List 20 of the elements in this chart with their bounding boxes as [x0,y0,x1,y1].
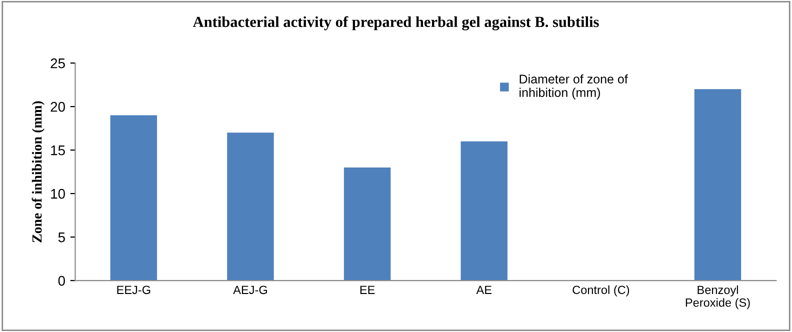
x-tick-label: EEJ-G [117,286,150,294]
y-tick-label: 10 [51,188,65,199]
bar [460,141,508,281]
y-tick-label: 20 [50,102,65,112]
x-tick-label: AE [476,286,492,294]
bar [227,132,274,281]
bar [694,89,742,281]
x-tick-label: Control (C) [572,285,630,296]
bar [110,115,158,281]
legend-label: Diameter of zone of inhibition (mm) [520,74,628,100]
y-tick-label: 15 [51,146,65,156]
y-tick-label: 5 [58,232,65,242]
y-axis-title: Zone of inhibition (mm) [32,101,45,242]
y-tick-label: 0 [58,276,65,286]
x-tick-label: EE [360,286,375,294]
x-tick-label: AEJ-G [233,286,267,294]
x-tick-label: Benzoyl Peroxide (S) [686,285,750,310]
chart-title: Antibacterial activity of prepared herbal gel against B. subtilis [192,16,599,30]
y-tick-label: 25 [50,58,65,68]
bar [344,167,391,281]
